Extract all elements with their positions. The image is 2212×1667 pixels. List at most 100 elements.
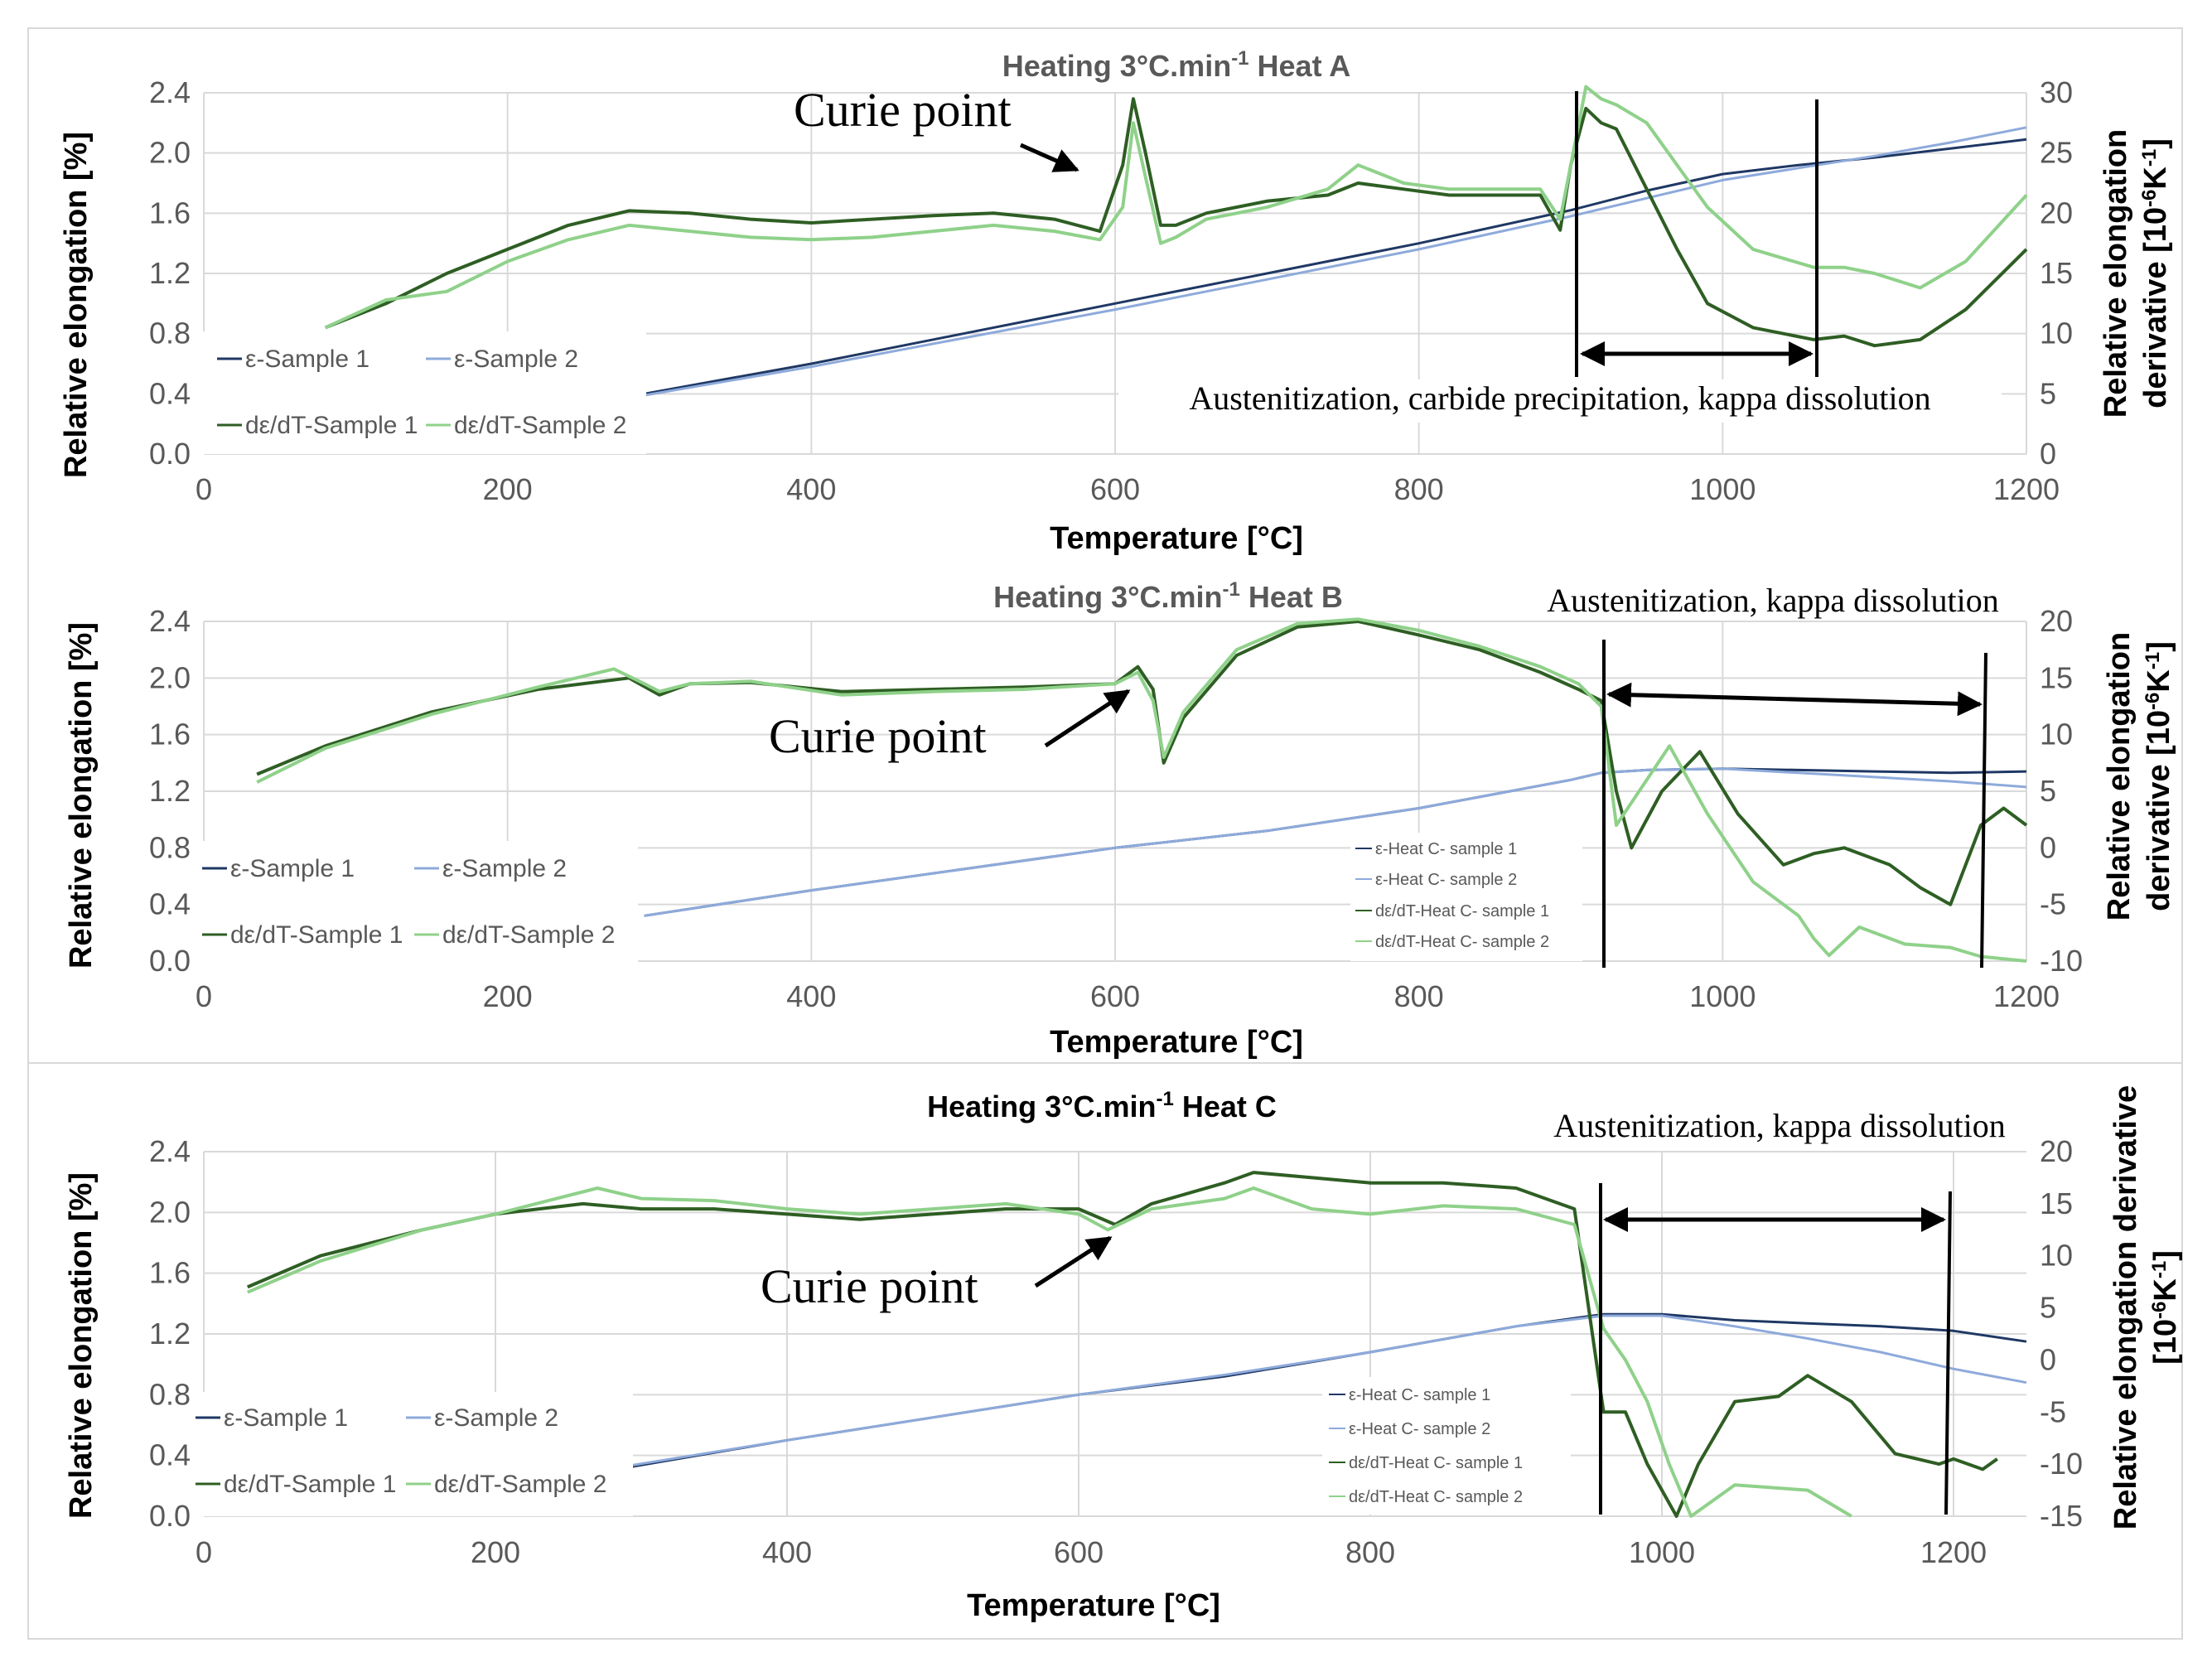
x-tick-label: 1000 bbox=[1689, 472, 1756, 506]
legend-der1-heat-a: dε/dT-Sample 1 bbox=[245, 412, 418, 439]
legend-small-eps1-heat-c: ε-Heat C- sample 1 bbox=[1349, 1386, 1490, 1404]
y-tick-left-label: 1.6 bbox=[149, 1256, 191, 1290]
y-tick-left-label: 0.8 bbox=[149, 830, 191, 864]
annotation-range-heat-a: Austenitization, carbide precipitation, … bbox=[1189, 379, 1930, 417]
y-tick-right-label: 25 bbox=[2040, 136, 2073, 170]
legend-box-heat-b bbox=[199, 841, 638, 965]
y-tick-right-label: 10 bbox=[2040, 1239, 2073, 1273]
y-axis-label-right-heat-c-line1: Relative elongation derivative bbox=[2108, 1085, 2143, 1529]
y-tick-right-label: 20 bbox=[2040, 604, 2073, 638]
y-tick-left-label: 1.2 bbox=[149, 256, 191, 290]
y-tick-left-label: 0.4 bbox=[149, 1438, 191, 1472]
curie-arrow-heat-c bbox=[1034, 1235, 1113, 1288]
y-tick-left-label: 1.2 bbox=[149, 1317, 191, 1351]
series-line-3 bbox=[324, 97, 2028, 348]
figure-frame bbox=[27, 27, 2183, 1640]
y-tick-left-label: 0.4 bbox=[149, 887, 191, 921]
y-tick-right-label: 20 bbox=[2040, 1134, 2073, 1168]
legend-small-der2-heat-b: dε/dT-Heat C- sample 2 bbox=[1375, 933, 1549, 951]
legend-der1-heat-c: dε/dT-Sample 1 bbox=[224, 1471, 396, 1498]
y-tick-left-label: 2.0 bbox=[149, 136, 191, 170]
y-tick-right-label: -15 bbox=[2040, 1499, 2083, 1533]
legend-eps1-heat-c: ε-Sample 1 bbox=[224, 1404, 348, 1432]
ticks-heat-a: 0.00.40.81.21.62.02.40 200 400 600 800 1000 12… bbox=[149, 75, 2073, 506]
series-line-2 bbox=[644, 126, 2027, 397]
x-tick-label: 400 bbox=[786, 472, 836, 506]
range-arrow-heat-b bbox=[1606, 682, 1983, 717]
legend-der2-heat-b: dε/dT-Sample 2 bbox=[442, 921, 615, 949]
x-tick-label: 600 bbox=[1090, 472, 1140, 506]
y-tick-right-label: 5 bbox=[2040, 1291, 2056, 1325]
x-axis-label-heat-c: Temperature [°C] bbox=[967, 1588, 1220, 1623]
x-tick-label: 0 bbox=[196, 472, 212, 506]
y-tick-left-label: 0.0 bbox=[149, 1499, 191, 1533]
annotation-range-heat-b: Austenitization, kappa dissolution bbox=[1547, 582, 1999, 619]
y-axis-label-right-heat-c-line2: [10-6K-1] bbox=[2148, 1250, 2183, 1365]
legend-small-box-heat-b bbox=[1350, 833, 1582, 961]
x-tick-label: 600 bbox=[1054, 1535, 1104, 1569]
x-tick-label: 400 bbox=[762, 1535, 812, 1569]
series-line-2 bbox=[626, 1314, 2027, 1467]
range-end-line-heat-b bbox=[1980, 652, 1987, 969]
x-tick-label: 1200 bbox=[1920, 1535, 1987, 1569]
legend-box-heat-c bbox=[196, 1392, 633, 1516]
x-tick-label: 1000 bbox=[1629, 1535, 1695, 1569]
y-tick-left-label: 0.0 bbox=[149, 944, 191, 978]
y-tick-left-label: 0.8 bbox=[149, 316, 191, 350]
annotation-curie-heat-a: Curie point bbox=[794, 83, 1012, 137]
range-label-bg-heat-a bbox=[1118, 379, 2002, 423]
legend-small-der1-heat-b: dε/dT-Heat C- sample 1 bbox=[1375, 902, 1549, 920]
y-tick-left-label: 0.4 bbox=[149, 376, 191, 410]
y-tick-right-label: -10 bbox=[2040, 1447, 2083, 1481]
y-tick-right-label: 10 bbox=[2040, 316, 2073, 350]
y-tick-right-label: 5 bbox=[2040, 774, 2056, 808]
y-tick-left-label: 0.8 bbox=[149, 1377, 191, 1411]
y-tick-right-label: 0 bbox=[2040, 1342, 2056, 1376]
x-tick-label: 0 bbox=[196, 1535, 212, 1569]
legend-eps1-heat-b: ε-Sample 1 bbox=[230, 855, 355, 882]
y-axis-label-left-heat-c: Relative elongation [%] bbox=[64, 1172, 99, 1519]
y-tick-left-label: 0.0 bbox=[149, 437, 191, 471]
legend-der1-heat-b: dε/dT-Sample 1 bbox=[230, 921, 403, 949]
y-tick-right-label: 15 bbox=[2040, 256, 2073, 290]
curie-arrow-heat-b bbox=[1044, 689, 1131, 748]
y-axis-label-left-heat-b: Relative elongation [%] bbox=[64, 622, 99, 969]
x-axis-label-heat-b: Temperature [°C] bbox=[1050, 1025, 1303, 1060]
legend-eps2-heat-b: ε-Sample 2 bbox=[442, 855, 567, 882]
y-tick-right-label: -5 bbox=[2040, 887, 2066, 921]
y-tick-left-label: 2.4 bbox=[149, 75, 191, 109]
y-tick-right-label: 10 bbox=[2040, 718, 2073, 751]
series-line-4 bbox=[256, 617, 2027, 963]
legend-small-eps2-heat-c: ε-Heat C- sample 2 bbox=[1349, 1420, 1490, 1438]
y-axis-label-right-heat-b-line1: Relative elongation bbox=[2102, 632, 2137, 920]
series-heat-a bbox=[324, 85, 2028, 397]
legend-small-eps2-heat-b: ε-Heat C- sample 2 bbox=[1375, 871, 1517, 889]
legend-eps1-heat-a: ε-Sample 1 bbox=[245, 345, 369, 373]
y-tick-left-label: 2.0 bbox=[149, 660, 191, 694]
annotation-curie-heat-b: Curie point bbox=[769, 709, 987, 763]
legend-der2-heat-a: dε/dT-Sample 2 bbox=[454, 412, 626, 439]
x-tick-label: 0 bbox=[196, 979, 212, 1013]
y-tick-left-label: 1.6 bbox=[149, 196, 191, 230]
x-tick-label: 1200 bbox=[1993, 979, 2060, 1013]
series-line-1 bbox=[644, 138, 2027, 395]
y-tick-left-label: 2.4 bbox=[149, 604, 191, 638]
ticks-heat-b: 0.00.40.81.21.62.02.40 200 400 600 800 1000 12… bbox=[149, 604, 2083, 1013]
curie-arrow-heat-a bbox=[1019, 143, 1079, 172]
range-end-line-heat-c bbox=[1944, 1191, 1952, 1515]
y-axis-label-left-heat-a: Relative elongation [%] bbox=[59, 132, 94, 478]
y-tick-right-label: -5 bbox=[2040, 1394, 2066, 1428]
x-tick-label: 200 bbox=[483, 472, 533, 506]
y-tick-right-label: -10 bbox=[2040, 944, 2083, 978]
x-tick-label: 200 bbox=[483, 979, 533, 1013]
y-axis-label-right-heat-b-line2: derivative [10-6K-1] bbox=[2142, 641, 2176, 911]
chart-title-heat-a: Heating 3°C.min-1 Heat A bbox=[1002, 47, 1350, 83]
chart-heat-a: 0.00.40.81.21.62.02.40 200 400 600 800 1000 12… bbox=[59, 47, 2173, 556]
series-line-3 bbox=[247, 1171, 1998, 1518]
annotation-curie-heat-c: Curie point bbox=[761, 1259, 978, 1313]
series-line-4 bbox=[247, 1186, 1852, 1518]
x-tick-label: 1000 bbox=[1689, 979, 1756, 1013]
legend-box-heat-a bbox=[199, 331, 646, 454]
legend-small-box-heat-c bbox=[1322, 1377, 1571, 1515]
